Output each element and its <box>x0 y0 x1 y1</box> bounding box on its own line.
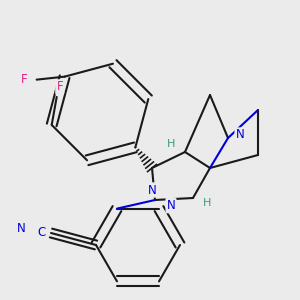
Text: N: N <box>16 221 26 235</box>
Text: H: H <box>203 198 211 208</box>
Text: N: N <box>236 128 244 142</box>
Text: F: F <box>56 80 63 93</box>
Text: N: N <box>148 184 156 196</box>
Text: N: N <box>167 199 176 212</box>
Text: C: C <box>37 226 45 238</box>
Text: H: H <box>167 139 175 149</box>
Text: F: F <box>21 73 28 86</box>
